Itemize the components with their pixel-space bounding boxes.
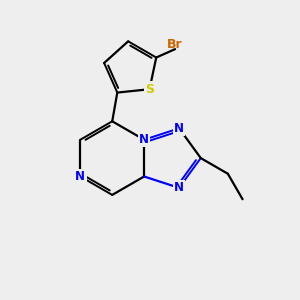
Text: N: N: [139, 133, 149, 146]
Text: N: N: [174, 122, 184, 135]
Text: S: S: [145, 83, 154, 96]
Text: N: N: [174, 182, 184, 194]
Text: N: N: [75, 170, 85, 183]
Text: Br: Br: [167, 38, 183, 51]
